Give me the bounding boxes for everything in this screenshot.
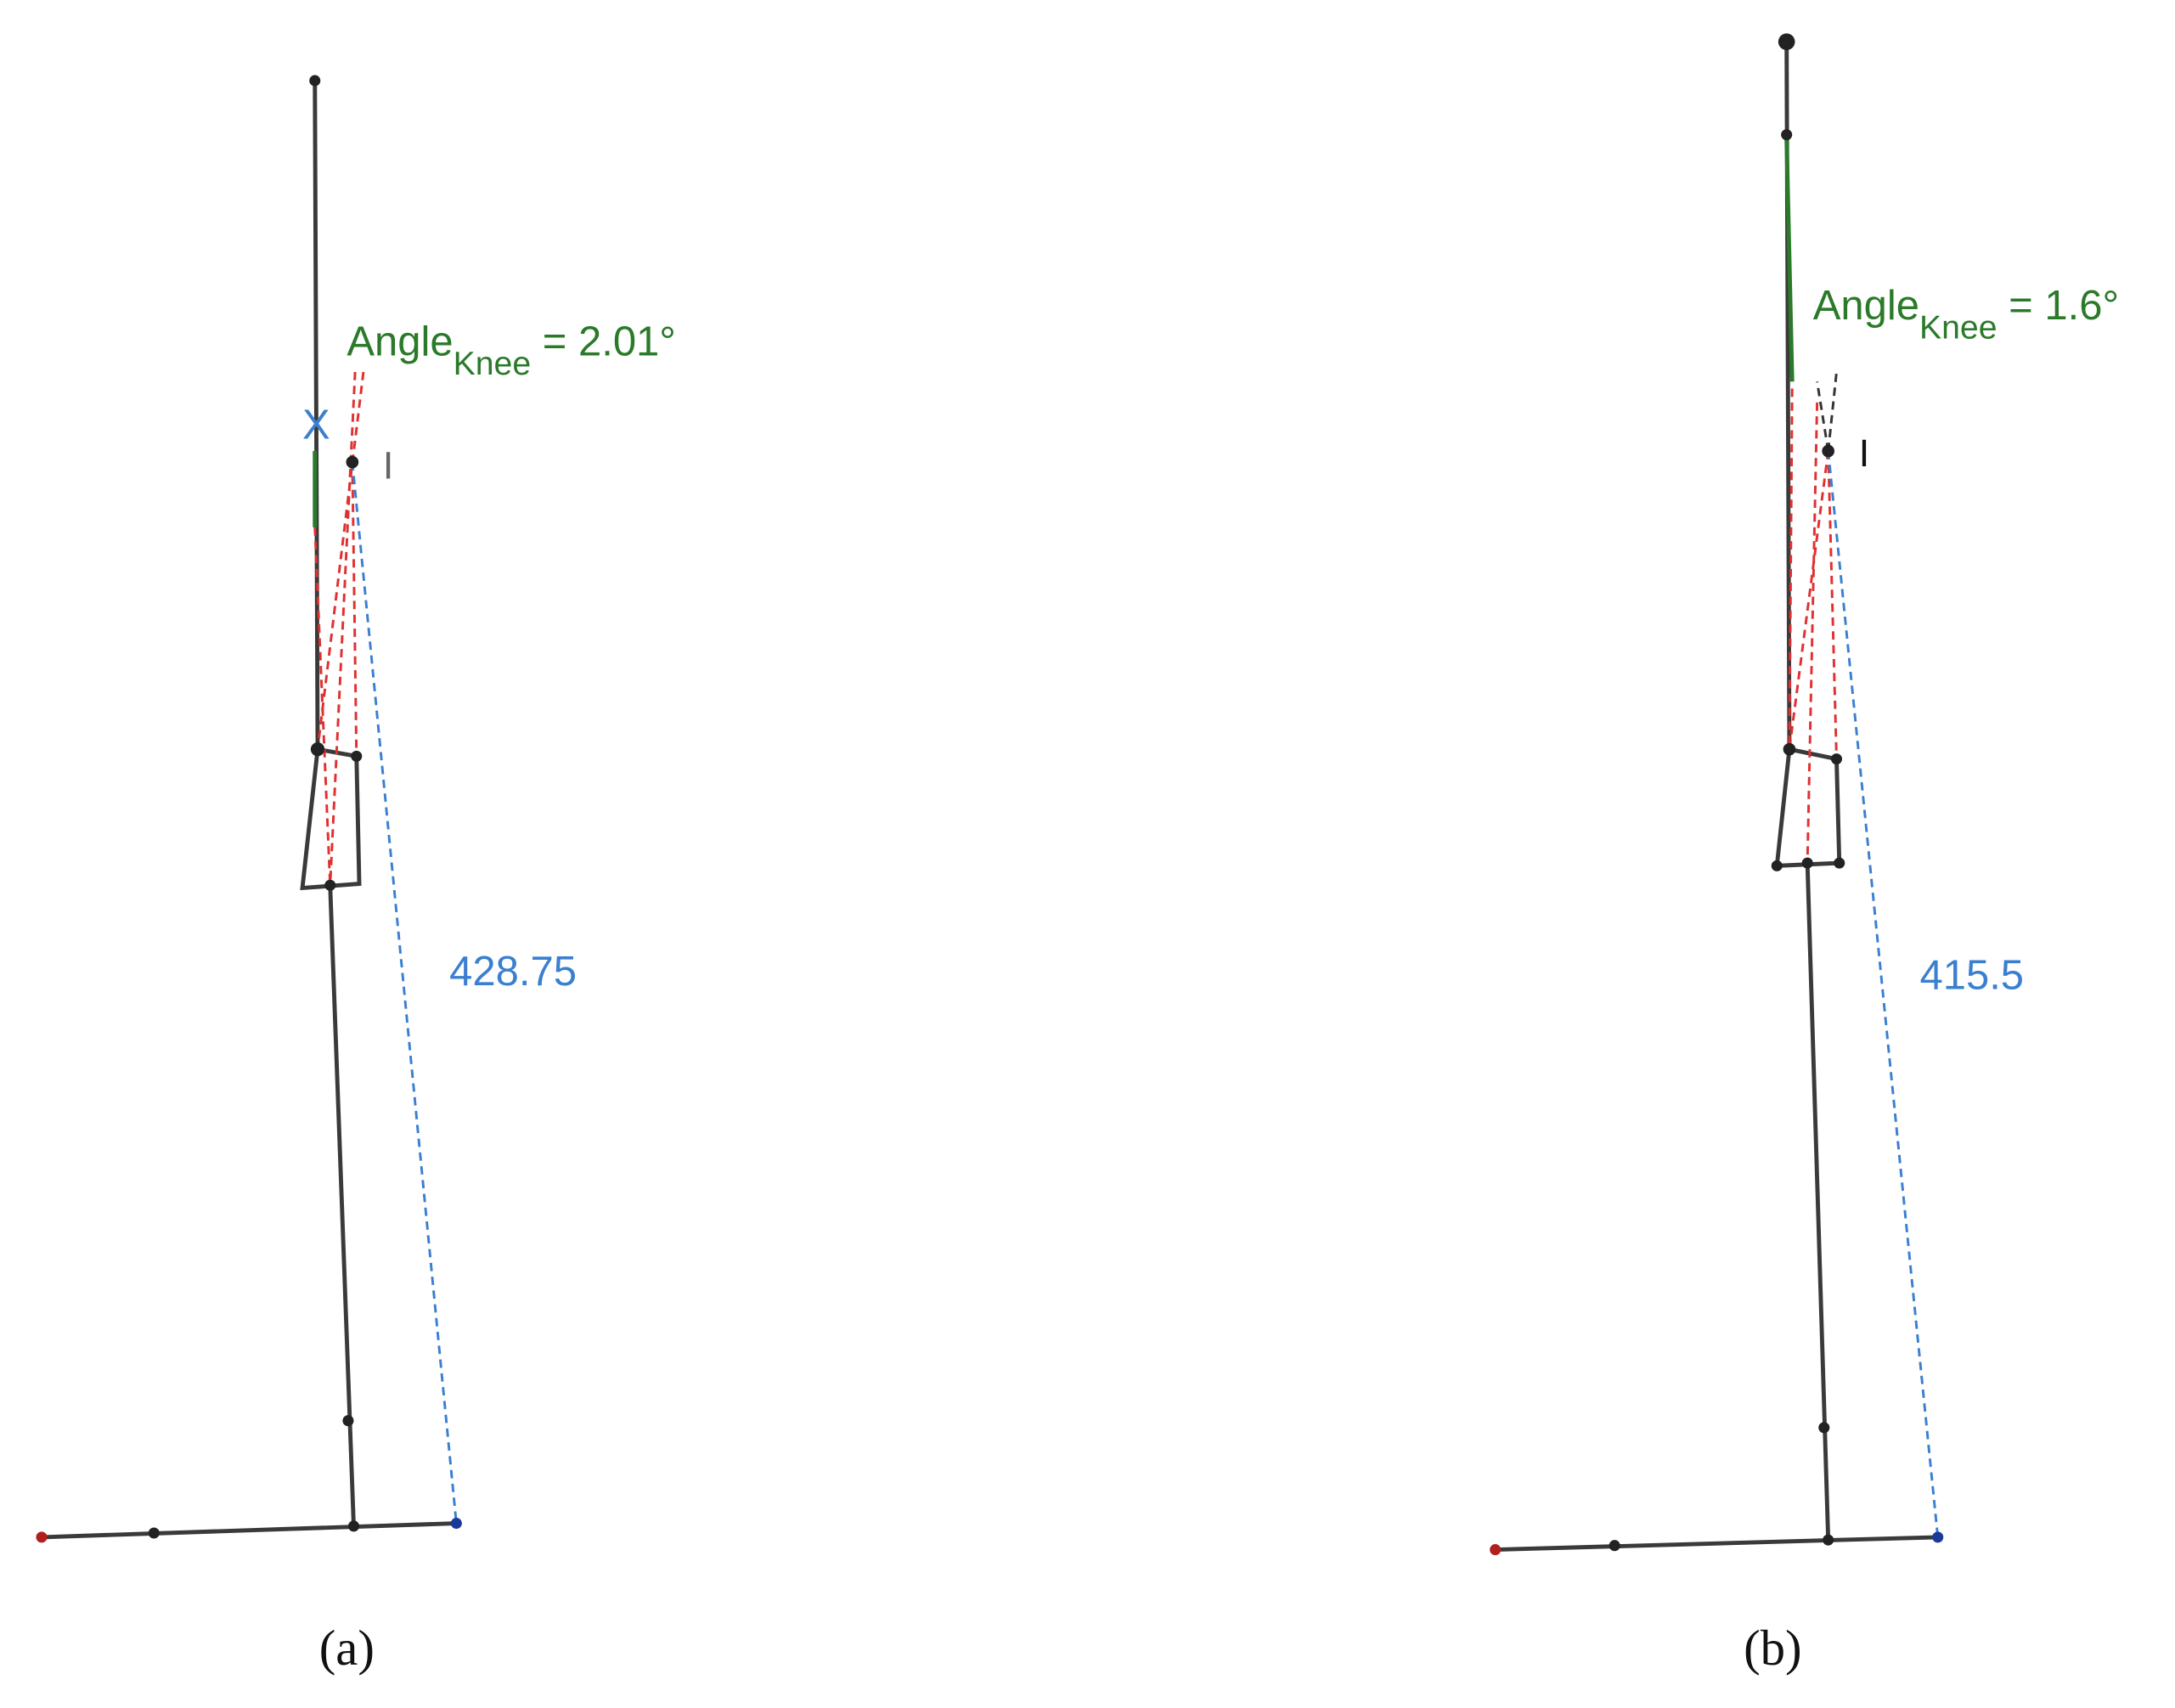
point bbox=[1490, 1544, 1502, 1556]
foot-line bbox=[41, 1521, 457, 1540]
point bbox=[310, 742, 325, 757]
point bbox=[351, 750, 363, 762]
point bbox=[1609, 1540, 1620, 1552]
panel-b: I AngleKnee = 1.6° 415.5 (b) bbox=[1490, 33, 2119, 1676]
shank-line bbox=[1805, 863, 1831, 1541]
point bbox=[148, 1527, 160, 1539]
angle-value: = 2.01° bbox=[531, 318, 676, 364]
dashed-line bbox=[329, 371, 357, 886]
point bbox=[1771, 860, 1783, 871]
point bbox=[347, 1520, 360, 1532]
caption: (a) bbox=[319, 1621, 375, 1676]
angle-base: Angle bbox=[1813, 283, 1919, 329]
point bbox=[346, 455, 359, 469]
point bbox=[324, 879, 336, 891]
point bbox=[1801, 857, 1813, 869]
angle-segment bbox=[1784, 138, 1795, 382]
point bbox=[1781, 129, 1793, 141]
point bbox=[1932, 1531, 1944, 1543]
dashed-line bbox=[1827, 450, 1838, 759]
angle-label: AngleKnee = 1.6° bbox=[1813, 283, 2119, 347]
caption: (b) bbox=[1744, 1621, 1802, 1676]
angle-subscript: Knee bbox=[1919, 310, 1998, 347]
dashed-line bbox=[1806, 402, 1819, 864]
point bbox=[450, 1518, 462, 1530]
dashed-line bbox=[1788, 388, 1794, 750]
dashed-line bbox=[351, 462, 358, 757]
distance-label: 428.75 bbox=[449, 949, 577, 995]
point bbox=[1822, 444, 1835, 458]
angle-label: AngleKnee = 2.01° bbox=[347, 318, 676, 382]
point bbox=[1834, 857, 1845, 869]
angle-value: = 1.6° bbox=[1998, 283, 2120, 329]
point bbox=[36, 1531, 48, 1543]
point bbox=[1818, 1422, 1830, 1434]
dashed-line bbox=[1827, 371, 1838, 452]
dashed-line bbox=[316, 371, 365, 750]
angle-base: Angle bbox=[347, 318, 453, 364]
point bbox=[342, 1415, 354, 1427]
distance-label: 415.5 bbox=[1919, 953, 2024, 999]
angle-subscript: Knee bbox=[454, 346, 532, 382]
marker-label: X bbox=[302, 402, 330, 448]
point bbox=[1823, 1534, 1834, 1546]
dashed-line bbox=[313, 527, 332, 886]
shank-line bbox=[328, 885, 356, 1526]
knee-shape bbox=[300, 747, 362, 891]
point bbox=[1778, 33, 1795, 51]
thigh-line bbox=[313, 80, 320, 750]
distance-line bbox=[351, 461, 458, 1524]
panel-a: X I AngleKnee = 2.01° 428.75 (a) bbox=[36, 75, 676, 1676]
dashed-line bbox=[1816, 381, 1830, 452]
foot-line bbox=[1495, 1535, 1938, 1553]
point-label: I bbox=[1859, 431, 1870, 475]
distance-line bbox=[1827, 450, 1940, 1538]
point bbox=[309, 75, 321, 87]
dashed-line bbox=[1788, 450, 1830, 750]
point bbox=[1830, 753, 1843, 765]
point-label: I bbox=[383, 444, 394, 488]
point bbox=[1783, 742, 1796, 756]
